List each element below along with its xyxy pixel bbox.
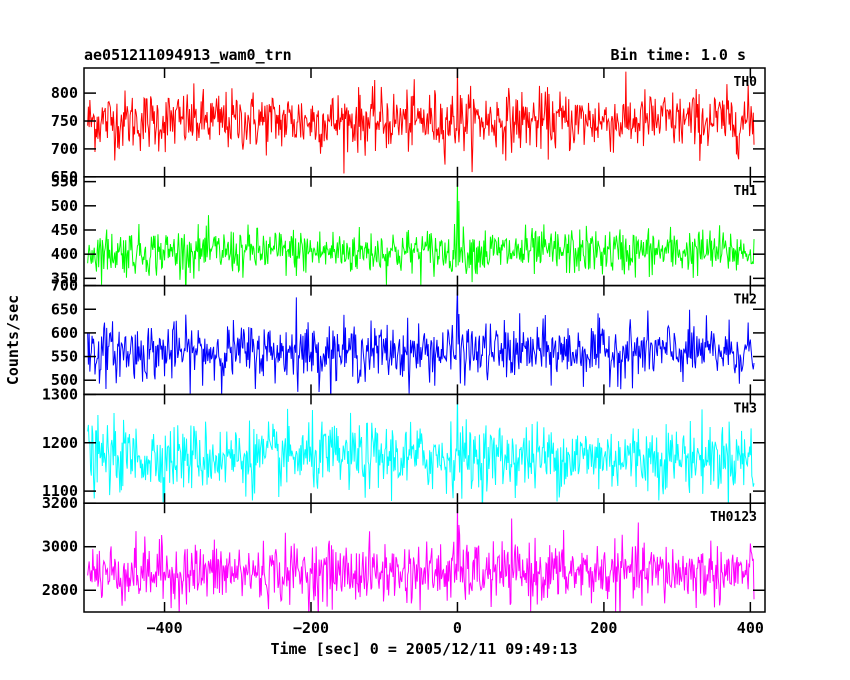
- panel-label-th3: TH3: [734, 401, 757, 416]
- x-axis: −400 −200 0 200 400: [146, 619, 763, 637]
- panel-label-th0: TH0: [734, 75, 758, 90]
- panel-label-th0123: TH0123: [710, 510, 757, 525]
- panel-th3: 1100 1200 1300 TH3: [42, 385, 766, 504]
- x-tick-label: −200: [293, 619, 329, 637]
- bin-time-label: Bin time: 1.0 s: [611, 46, 746, 64]
- y-tick-label: 1300: [42, 385, 78, 403]
- y-tick-label: 3200: [42, 494, 78, 512]
- y-tick-label: 600: [51, 324, 78, 342]
- y-tick-label: 650: [51, 168, 78, 186]
- y-tick-label: 800: [51, 84, 78, 102]
- y-tick-label: 700: [51, 140, 78, 158]
- panel-frame: [83, 502, 766, 613]
- y-tick-label: 650: [51, 300, 78, 318]
- y-tick-label: 550: [51, 173, 78, 191]
- panel-label-th1: TH1: [734, 184, 758, 199]
- panel-th0123: 2800 3000 3200 TH0123: [42, 494, 766, 613]
- x-tick-label: 400: [737, 619, 764, 637]
- panel-th1: 350 400 450 500 550 TH1: [51, 173, 766, 287]
- x-tick-label: 0: [453, 619, 462, 637]
- y-axis-title: Counts/sec: [4, 295, 22, 385]
- y-tick-label: 3000: [42, 538, 78, 556]
- x-tick-label: −400: [146, 619, 182, 637]
- y-tick-label: 700: [51, 277, 78, 295]
- y-tick-label: 500: [51, 371, 78, 389]
- panel-label-th2: TH2: [734, 293, 757, 308]
- series-line-th0: [87, 68, 755, 174]
- series-line-th1: [87, 179, 755, 286]
- panels: 650700750800TH0350400450500550TH15005506…: [42, 67, 766, 613]
- x-tick-label: 200: [590, 619, 617, 637]
- y-tick-label: 1200: [42, 434, 78, 452]
- panel-th2: 500 550 600 650 700 TH2: [51, 277, 766, 396]
- series-line-th0123: [87, 503, 755, 613]
- y-tick-label: 750: [51, 112, 78, 130]
- panel-th0: 650 700 750 800 TH0: [51, 67, 766, 186]
- y-tick-label: 500: [51, 197, 78, 215]
- series-line-th3: [87, 394, 755, 504]
- y-tick-label: 1100: [42, 482, 78, 500]
- series-line-th2: [87, 285, 755, 395]
- y-tick-label: 400: [51, 245, 78, 263]
- y-tick-label: 450: [51, 221, 78, 239]
- y-tick-label: 550: [51, 348, 78, 366]
- chart-title: ae051211094913_wam0_trn: [84, 46, 292, 64]
- y-tick-label: 2800: [42, 581, 78, 599]
- y-tick-label: 350: [51, 269, 78, 287]
- x-axis-title: Time [sec] 0 = 2005/12/11 09:49:13: [270, 640, 577, 658]
